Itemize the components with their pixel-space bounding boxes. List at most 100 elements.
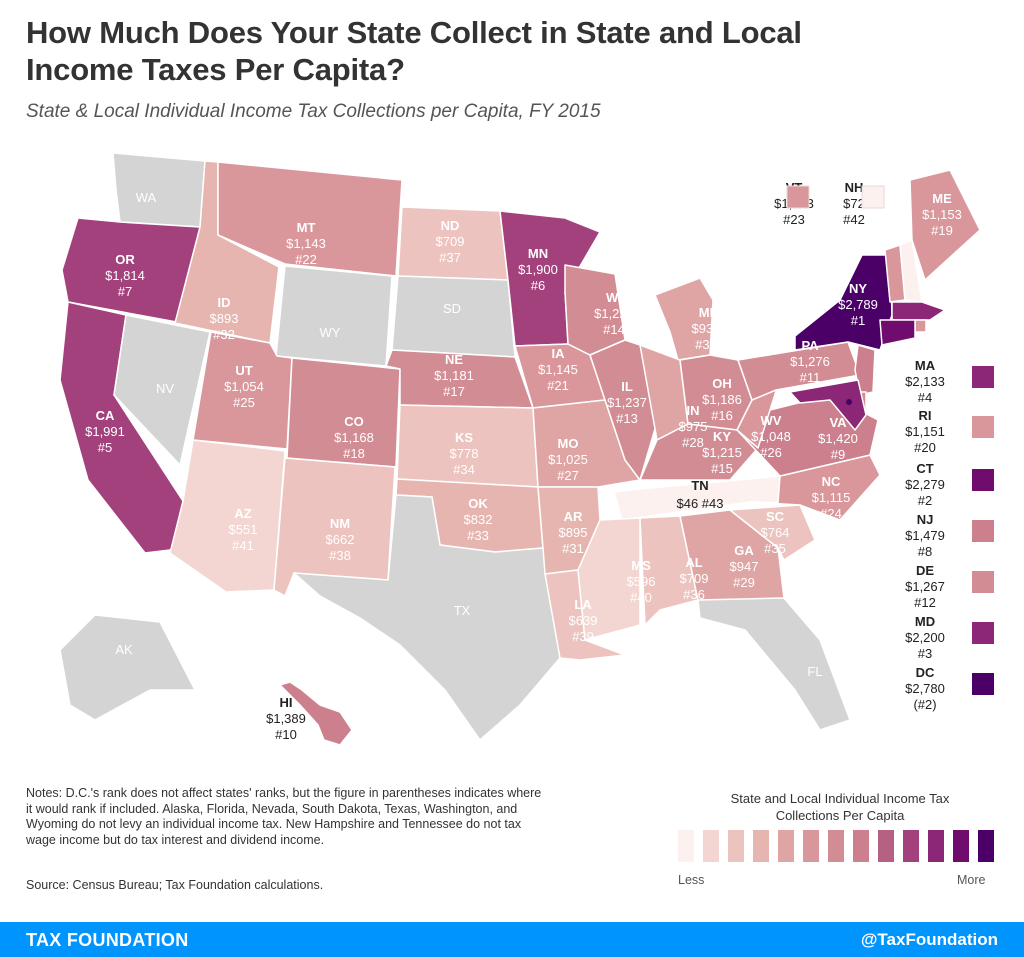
source-text: Source: Census Bureau; Tax Foundation ca… bbox=[26, 878, 324, 892]
label-fl: FL bbox=[807, 664, 822, 679]
side-rank-ma: #4 bbox=[918, 390, 932, 405]
label-nc: NC bbox=[822, 474, 841, 489]
label-nm: NM bbox=[330, 516, 350, 531]
label-ia: IA bbox=[552, 346, 566, 361]
side-swatch-ri bbox=[972, 416, 994, 438]
side-label-ct: CT bbox=[916, 461, 933, 476]
label-tn: TN bbox=[691, 478, 708, 493]
state-hi[interactable] bbox=[279, 681, 353, 746]
value-nd: $709 bbox=[436, 234, 465, 249]
value-il: $1,237 bbox=[607, 395, 647, 410]
rank-wv: #26 bbox=[760, 445, 782, 460]
rank-ar: #31 bbox=[562, 541, 584, 556]
state-wa[interactable] bbox=[112, 152, 206, 228]
label-mo: MO bbox=[558, 436, 579, 451]
rank-va: #9 bbox=[831, 447, 845, 462]
rank-hi: #10 bbox=[275, 727, 297, 742]
value-ar: $895 bbox=[559, 525, 588, 540]
value-mo: $1,025 bbox=[548, 452, 588, 467]
rank-la: #39 bbox=[572, 629, 594, 644]
rank-mi: #30 bbox=[695, 337, 717, 352]
state-ma[interactable] bbox=[891, 301, 946, 321]
label-mi: MI bbox=[699, 305, 713, 320]
rank-co: #18 bbox=[343, 446, 365, 461]
side-label-md: MD bbox=[915, 614, 935, 629]
value-nc: $1,115 bbox=[812, 490, 851, 505]
state-md[interactable] bbox=[789, 379, 867, 431]
side-value-nj: $1,479 bbox=[905, 528, 945, 543]
legend-swatch bbox=[678, 830, 694, 862]
label-ca: CA bbox=[96, 408, 115, 423]
rank-or: #7 bbox=[118, 284, 132, 299]
value-ok: $832 bbox=[464, 512, 493, 527]
label-hi: HI bbox=[280, 695, 293, 710]
label-az: AZ bbox=[234, 506, 251, 521]
rank-al: #36 bbox=[683, 587, 705, 602]
state-il[interactable] bbox=[589, 339, 658, 481]
legend-swatch bbox=[803, 830, 819, 862]
value-ca: $1,991 bbox=[85, 424, 125, 439]
state-sc[interactable] bbox=[729, 504, 816, 561]
value-ga: $947 bbox=[730, 559, 759, 574]
state-wy[interactable] bbox=[275, 265, 393, 367]
label-ms: MS bbox=[631, 558, 651, 573]
state-nc[interactable] bbox=[749, 454, 881, 521]
rank-mo: #27 bbox=[557, 468, 579, 483]
label-va: VA bbox=[829, 415, 847, 430]
label-ut: UT bbox=[235, 363, 252, 378]
side-label-de: DE bbox=[916, 563, 934, 578]
state-labels: WAOR$1,814#7CA$1,991#5NVID$893#32MT$1,14… bbox=[85, 180, 962, 742]
label-co: CO bbox=[344, 414, 364, 429]
rank-ks: #34 bbox=[453, 462, 475, 477]
label-sd: SD bbox=[443, 301, 461, 316]
label-me: ME bbox=[932, 191, 952, 206]
rank-ky: #15 bbox=[711, 461, 733, 476]
side-rank-ri: #20 bbox=[914, 440, 936, 455]
state-sd[interactable] bbox=[391, 275, 516, 358]
value-ky: $1,215 bbox=[702, 445, 742, 460]
value-pa: $1,276 bbox=[790, 354, 830, 369]
state-ak[interactable] bbox=[59, 614, 196, 721]
rank-ia: #21 bbox=[547, 378, 569, 393]
side-rank-md: #3 bbox=[918, 646, 932, 661]
label-ny: NY bbox=[849, 281, 867, 296]
label-ar: AR bbox=[564, 509, 583, 524]
rank-ne: #17 bbox=[443, 384, 465, 399]
state-ri[interactable] bbox=[914, 319, 927, 333]
legend-swatch bbox=[828, 830, 844, 862]
legend-swatch bbox=[878, 830, 894, 862]
label-nh: NH bbox=[845, 180, 864, 195]
value-oh: $1,186 bbox=[702, 392, 742, 407]
state-ct[interactable] bbox=[879, 319, 916, 346]
state-mt[interactable] bbox=[217, 161, 403, 277]
label-ok: OK bbox=[468, 496, 488, 511]
side-label-nj: NJ bbox=[917, 512, 934, 527]
state-al[interactable] bbox=[639, 515, 699, 626]
label-mn: MN bbox=[528, 246, 548, 261]
value-me: $1,153 bbox=[922, 207, 962, 222]
rank-az: #41 bbox=[232, 538, 254, 553]
side-legend: MA$2,133#4RI$1,151#20CT$2,279#2NJ$1,479#… bbox=[905, 358, 994, 712]
page-title: How Much Does Your State Collect in Stat… bbox=[26, 15, 802, 87]
state-nv[interactable] bbox=[113, 314, 211, 466]
side-rank-nj: #8 bbox=[918, 544, 932, 559]
value-id: $893 bbox=[210, 311, 239, 326]
state-fl[interactable] bbox=[697, 597, 851, 731]
footer-handle[interactable]: @TaxFoundation bbox=[860, 930, 998, 949]
state-ms[interactable] bbox=[577, 517, 641, 641]
label-la: LA bbox=[574, 597, 592, 612]
rank-nd: #37 bbox=[439, 250, 461, 265]
legend-swatch bbox=[728, 830, 744, 862]
state-az[interactable] bbox=[169, 439, 286, 593]
value-tn: $46 #43 bbox=[677, 496, 724, 511]
label-pa: PA bbox=[801, 338, 819, 353]
value-mi: $938 bbox=[692, 321, 721, 336]
side-value-ma: $2,133 bbox=[905, 374, 945, 389]
rank-ut: #25 bbox=[233, 395, 255, 410]
state-tx[interactable] bbox=[293, 494, 561, 741]
legend-less-label: Less bbox=[678, 873, 705, 887]
state-me[interactable] bbox=[909, 169, 981, 281]
state-co[interactable] bbox=[286, 357, 401, 468]
rank-oh: #16 bbox=[711, 408, 733, 423]
label-tx: TX bbox=[454, 603, 471, 618]
